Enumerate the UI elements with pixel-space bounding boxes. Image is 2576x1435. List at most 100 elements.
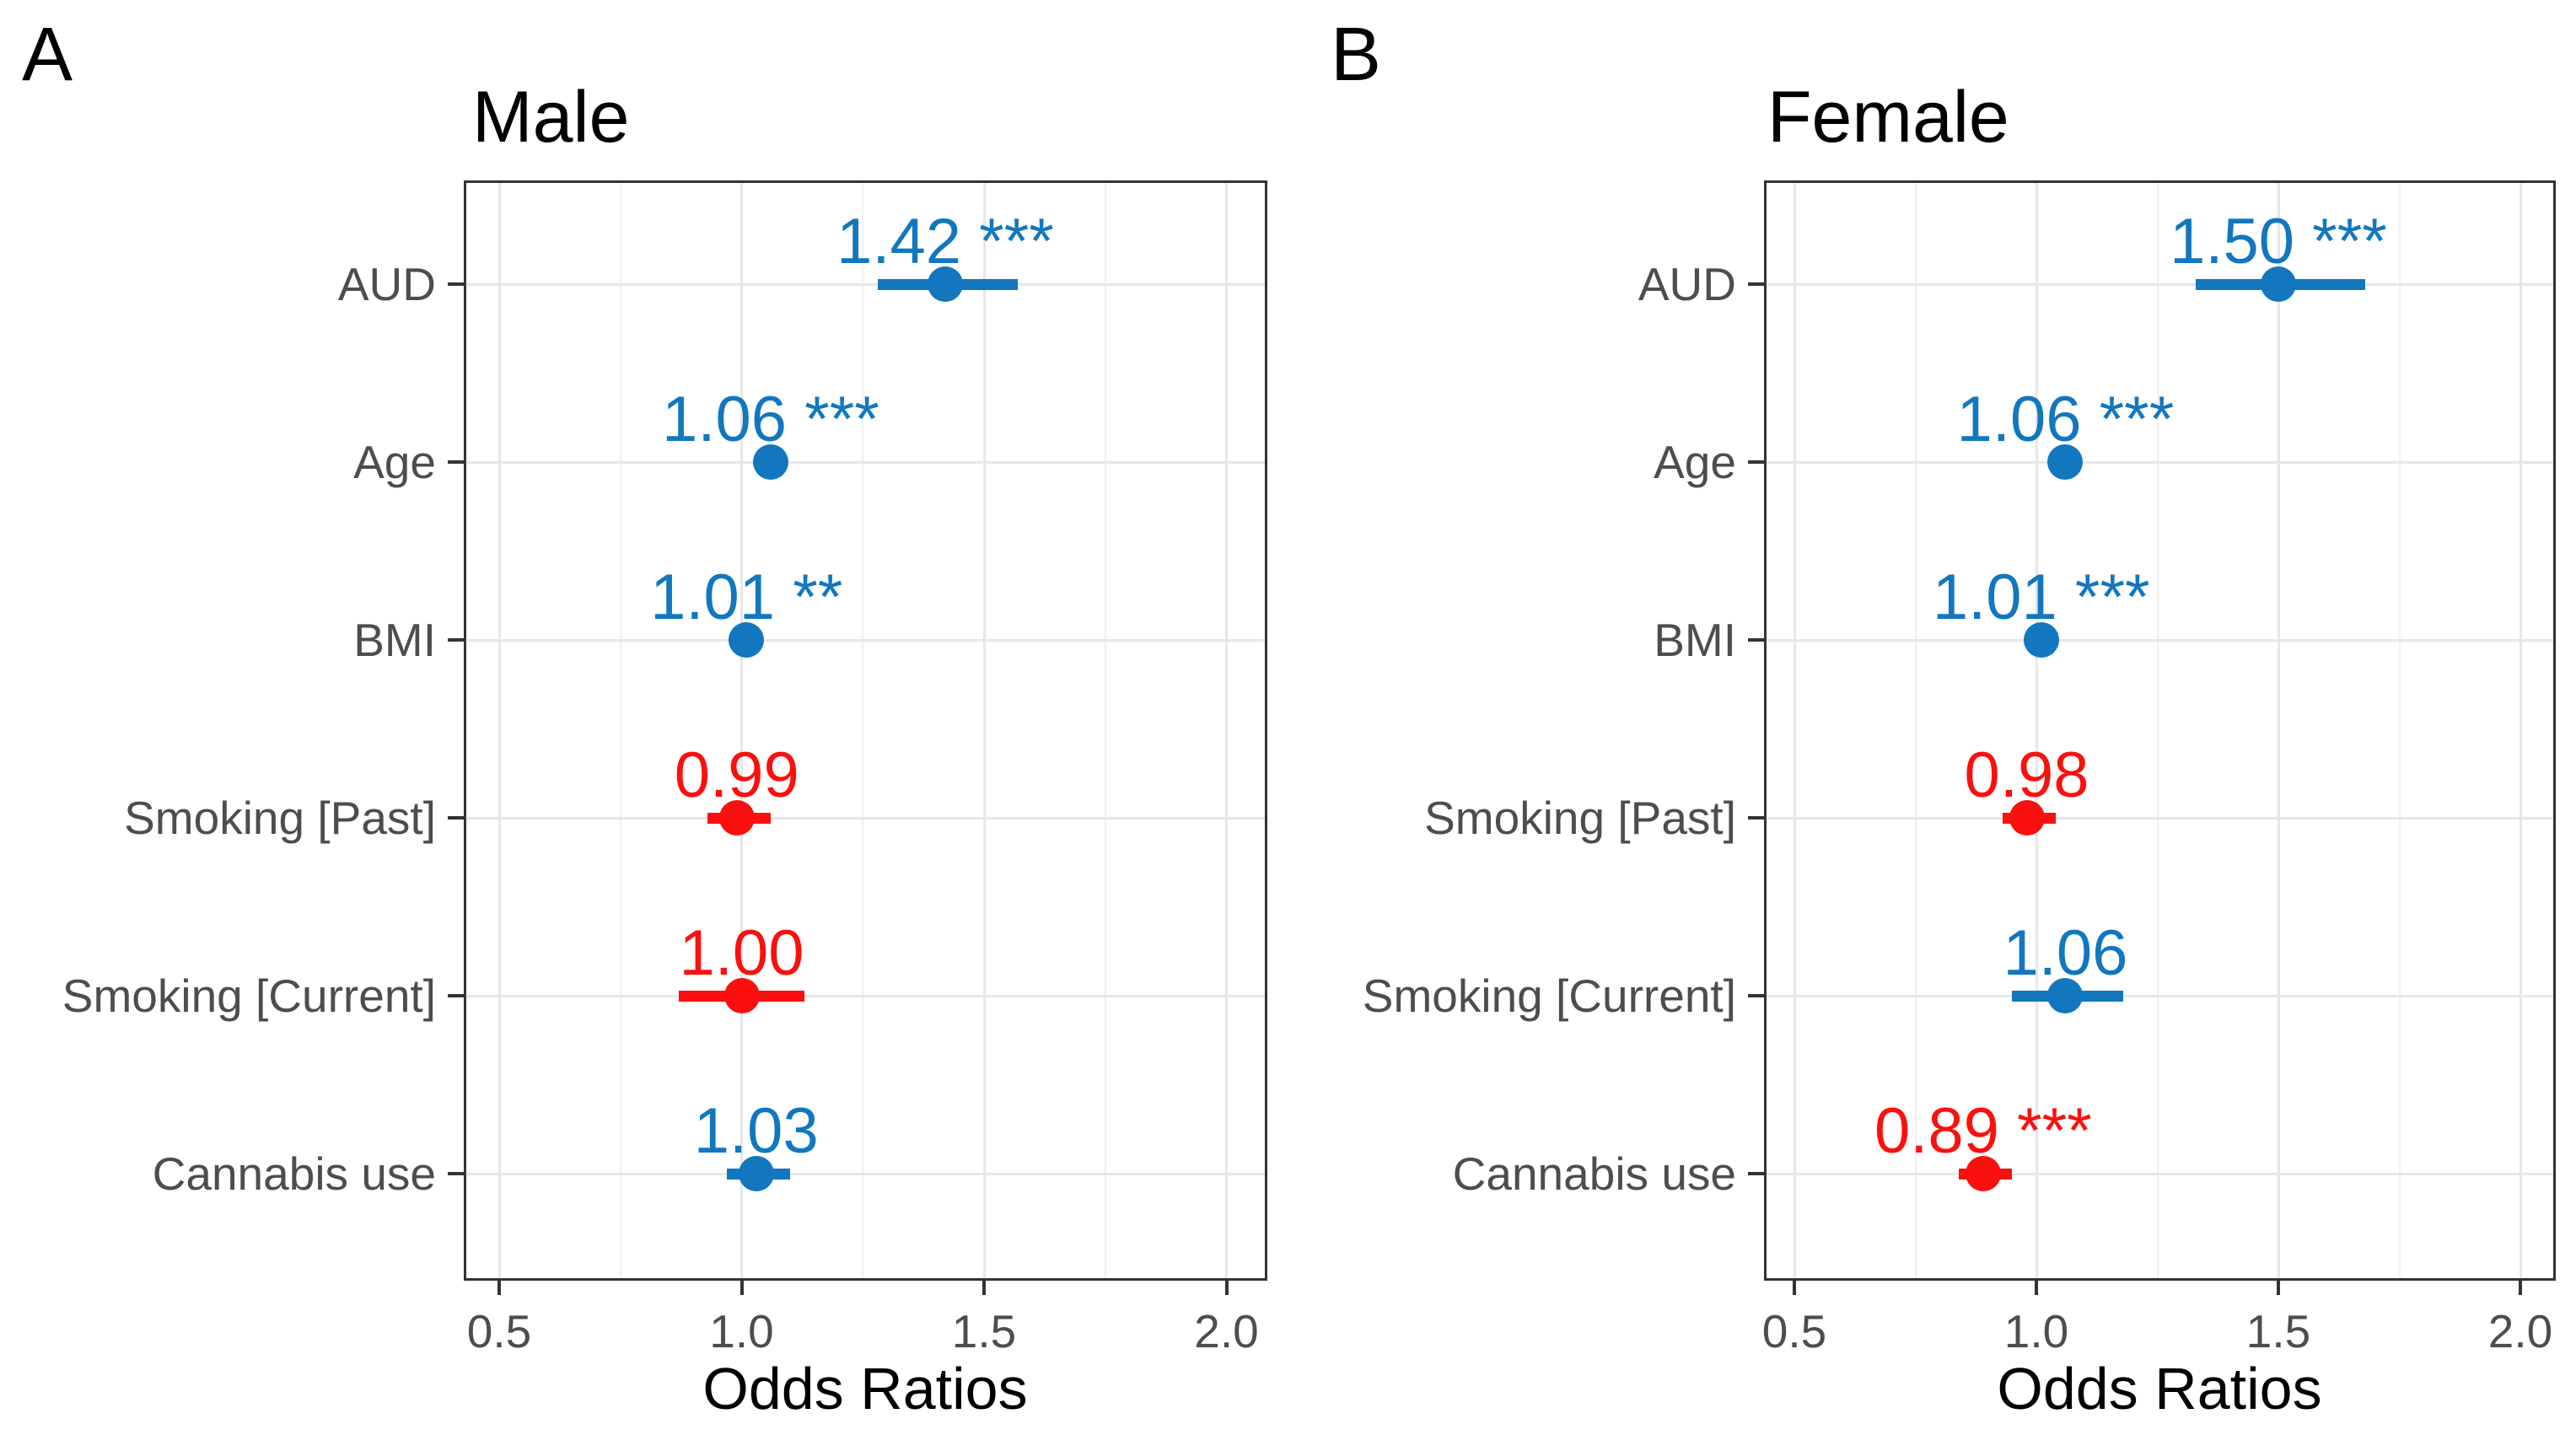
y-axis-tick-mark bbox=[1748, 460, 1767, 464]
y-axis-category-label: Cannabis use bbox=[1452, 1147, 1736, 1200]
x-major-gridline bbox=[2035, 183, 2038, 1278]
y-major-gridline bbox=[466, 994, 1265, 997]
y-major-gridline bbox=[466, 816, 1265, 820]
odds-ratio-point bbox=[1965, 1156, 2001, 1191]
y-axis-category-label: Smoking [Past] bbox=[1424, 792, 1736, 844]
y-axis-category-label: AUD bbox=[1638, 258, 1736, 310]
odds-ratio-value-label: 0.98 bbox=[1964, 739, 2089, 811]
y-axis-tick-mark bbox=[448, 638, 466, 642]
y-axis-category-label: BMI bbox=[1654, 614, 1736, 666]
x-axis-tick-label: 0.5 bbox=[1761, 1305, 1827, 1357]
panel-a-title: Male bbox=[472, 77, 630, 158]
y-axis-tick-mark bbox=[448, 816, 466, 820]
y-axis-tick-mark bbox=[1748, 994, 1767, 997]
odds-ratio-value-label: 1.06 *** bbox=[1956, 384, 2175, 455]
odds-ratio-value-label: 1.01 *** bbox=[1932, 562, 2150, 633]
y-major-gridline bbox=[466, 460, 1265, 464]
x-minor-gridline bbox=[619, 183, 621, 1278]
x-axis-tick-mark bbox=[982, 1278, 986, 1295]
y-axis-category-label: Smoking [Current] bbox=[62, 970, 436, 1022]
y-major-gridline bbox=[1767, 638, 2553, 642]
odds-ratio-value-label: 1.03 bbox=[693, 1095, 819, 1167]
odds-ratio-point bbox=[2023, 622, 2059, 658]
odds-ratio-value-label: 1.42 *** bbox=[836, 206, 1054, 277]
x-minor-gridline bbox=[1914, 183, 1917, 1278]
x-axis-tick-mark bbox=[1224, 1278, 1229, 1295]
odds-ratio-point bbox=[2261, 266, 2296, 302]
x-axis-tick-label: 1.0 bbox=[709, 1305, 774, 1357]
y-axis-category-label: BMI bbox=[353, 614, 436, 666]
odds-ratio-point bbox=[723, 978, 760, 1013]
x-axis-tick-label: 2.0 bbox=[2487, 1305, 2553, 1357]
x-major-gridline bbox=[1225, 183, 1228, 1278]
y-major-gridline bbox=[1767, 282, 2553, 286]
x-major-gridline bbox=[1793, 183, 1796, 1278]
y-major-gridline bbox=[1767, 816, 2553, 820]
y-axis-tick-mark bbox=[1748, 1172, 1767, 1175]
y-major-gridline bbox=[466, 1172, 1265, 1175]
x-axis-title-female: Odds Ratios bbox=[1997, 1356, 2322, 1422]
odds-ratio-point bbox=[2009, 800, 2045, 836]
x-axis-tick-mark bbox=[2277, 1278, 2280, 1295]
y-axis-tick-mark bbox=[448, 460, 466, 464]
plot-area-female: 1.50 *** 1.06 *** 1.01 *** 0.98 1.06 0.89 *** bbox=[1764, 180, 2556, 1281]
y-axis-tick-mark bbox=[1748, 282, 1767, 286]
x-axis-title-male: Odds Ratios bbox=[702, 1356, 1028, 1422]
x-axis-tick-label: 0.5 bbox=[466, 1305, 532, 1357]
x-axis-tick-mark bbox=[1793, 1278, 1796, 1295]
x-axis-tick-mark bbox=[2035, 1278, 2038, 1295]
odds-ratio-value-label: 1.50 *** bbox=[2170, 206, 2387, 277]
odds-ratio-point bbox=[738, 1156, 774, 1191]
x-minor-gridline bbox=[862, 183, 864, 1278]
plot-area-male: 1.42 *** 1.06 *** 1.01 ** 0.99 1.00 1.03 bbox=[464, 180, 1267, 1281]
y-axis-category-label: AUD bbox=[337, 258, 436, 310]
panel-b-letter: B bbox=[1331, 13, 1382, 97]
y-major-gridline bbox=[1767, 1172, 2553, 1175]
odds-ratio-point bbox=[928, 266, 963, 302]
y-axis-category-label: Age bbox=[1654, 436, 1736, 488]
odds-ratio-value-label: 0.89 *** bbox=[1874, 1095, 2092, 1167]
y-axis-tick-mark bbox=[448, 282, 466, 286]
odds-ratio-value-label: 1.01 ** bbox=[650, 562, 843, 633]
x-minor-gridline bbox=[1104, 183, 1106, 1278]
x-major-gridline bbox=[2277, 183, 2280, 1278]
y-major-gridline bbox=[466, 282, 1265, 286]
x-minor-gridline bbox=[2156, 183, 2159, 1278]
odds-ratio-value-label: 0.99 bbox=[674, 739, 799, 811]
y-major-gridline bbox=[1767, 994, 2553, 997]
x-major-gridline bbox=[982, 183, 986, 1278]
x-axis-tick-label: 1.5 bbox=[951, 1305, 1017, 1357]
y-axis-category-label: Smoking [Current] bbox=[1362, 970, 1736, 1022]
y-major-gridline bbox=[466, 638, 1265, 642]
x-major-gridline bbox=[2519, 183, 2522, 1278]
y-axis-tick-mark bbox=[448, 994, 466, 997]
y-axis-tick-mark bbox=[1748, 816, 1767, 820]
x-major-gridline bbox=[740, 183, 743, 1278]
x-minor-gridline bbox=[2398, 183, 2401, 1278]
odds-ratio-value-label: 1.06 *** bbox=[662, 384, 879, 455]
y-axis-category-label: Age bbox=[353, 436, 436, 488]
odds-ratio-value-label: 1.06 bbox=[2003, 917, 2128, 989]
odds-ratio-point bbox=[753, 444, 788, 480]
x-axis-tick-label: 1.5 bbox=[2245, 1305, 2311, 1357]
odds-ratio-point bbox=[2047, 444, 2084, 480]
y-axis-category-label: Smoking [Past] bbox=[124, 792, 436, 844]
odds-ratio-value-label: 1.00 bbox=[679, 917, 804, 989]
y-axis-tick-mark bbox=[1748, 638, 1767, 642]
odds-ratio-point bbox=[718, 800, 755, 836]
x-axis-tick-mark bbox=[497, 1278, 501, 1295]
x-axis-tick-label: 2.0 bbox=[1194, 1305, 1259, 1357]
odds-ratio-point bbox=[2047, 978, 2084, 1013]
panel-a-letter: A bbox=[22, 13, 73, 97]
panel-b-title: Female bbox=[1767, 77, 2009, 158]
y-major-gridline bbox=[1767, 460, 2553, 464]
x-axis-tick-mark bbox=[739, 1278, 744, 1295]
y-axis-category-label: Cannabis use bbox=[152, 1147, 436, 1200]
x-major-gridline bbox=[497, 183, 501, 1278]
x-axis-tick-label: 1.0 bbox=[2003, 1305, 2069, 1357]
x-axis-tick-mark bbox=[2519, 1278, 2522, 1295]
y-axis-tick-mark bbox=[448, 1172, 466, 1175]
odds-ratio-point bbox=[729, 622, 765, 658]
